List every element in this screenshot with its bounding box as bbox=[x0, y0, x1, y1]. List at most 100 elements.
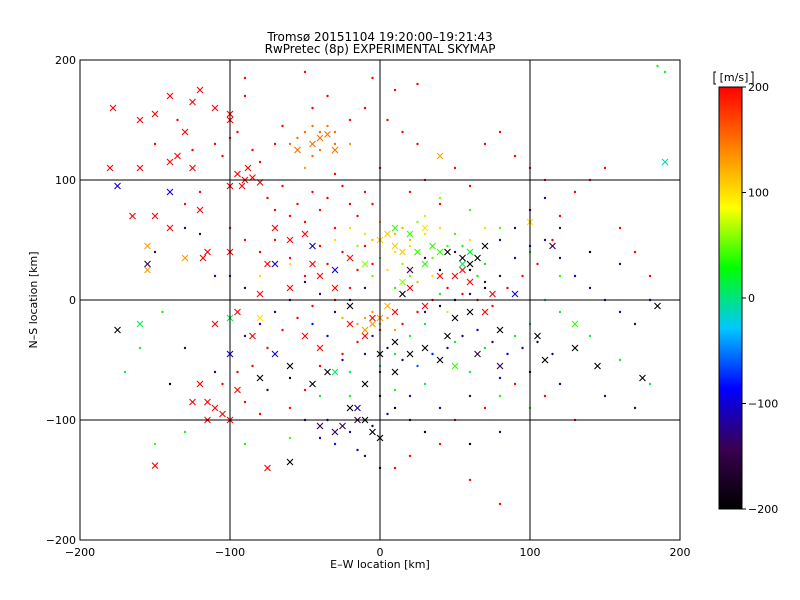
data-point-dot bbox=[371, 424, 374, 428]
data-point-dot bbox=[243, 238, 247, 242]
data-point-x-marker bbox=[369, 428, 376, 436]
data-point-x-marker bbox=[166, 158, 174, 166]
grid-lines bbox=[80, 60, 680, 540]
data-point-dot bbox=[153, 142, 157, 146]
data-point-x-marker bbox=[331, 266, 339, 274]
colorbar-ticks: 200 100 0 −100 −200 bbox=[742, 81, 778, 516]
data-point-x-marker bbox=[316, 134, 324, 142]
data-point-dot bbox=[363, 244, 367, 248]
data-point-dot bbox=[551, 352, 554, 356]
data-point-dot bbox=[468, 250, 472, 254]
data-point-dot bbox=[393, 250, 397, 254]
x-axis-label: E–W location [km] bbox=[330, 558, 430, 571]
data-point-dot bbox=[333, 172, 337, 176]
y-axis-ticks: −200 −100 0 100 200 bbox=[46, 54, 76, 547]
data-point-dot bbox=[348, 370, 352, 374]
data-point-x-marker bbox=[211, 320, 219, 328]
data-point-dot bbox=[483, 406, 487, 410]
data-point-dot bbox=[318, 130, 322, 134]
data-point-dot bbox=[311, 106, 314, 110]
data-point-dot bbox=[468, 370, 472, 374]
data-point-x-marker bbox=[264, 464, 271, 472]
data-point-x-marker bbox=[151, 110, 159, 118]
data-point-dot bbox=[423, 310, 427, 314]
data-point-dot bbox=[431, 256, 434, 260]
x-tick-label: 100 bbox=[520, 546, 541, 559]
data-point-dot bbox=[348, 286, 352, 290]
y-tick-label: −200 bbox=[46, 534, 76, 547]
y-tick-label: 0 bbox=[69, 294, 76, 307]
colorbar-tick-label: 100 bbox=[748, 187, 769, 200]
data-point-dot bbox=[453, 340, 457, 344]
data-point-dot bbox=[326, 124, 329, 128]
data-point-dot bbox=[618, 262, 622, 266]
data-point-dot bbox=[603, 394, 607, 398]
data-point-dot bbox=[498, 502, 502, 506]
data-point-x-marker bbox=[166, 92, 174, 100]
data-point-dot bbox=[438, 196, 442, 200]
chart-subtitle: RwPretec (8p) EXPERIMENTAL SKYMAP bbox=[265, 42, 496, 56]
data-point-x-marker bbox=[436, 152, 444, 160]
data-point-dot bbox=[371, 310, 374, 314]
colorbar-gradient bbox=[719, 87, 742, 509]
data-point-dot bbox=[573, 190, 577, 194]
data-point-dot bbox=[393, 88, 397, 92]
data-point-dot bbox=[438, 292, 442, 296]
data-point-dot bbox=[468, 208, 472, 212]
data-point-dot bbox=[453, 250, 457, 254]
data-point-dot bbox=[288, 406, 292, 410]
data-point-dot bbox=[648, 274, 652, 278]
data-point-x-marker bbox=[346, 254, 354, 262]
data-point-dot bbox=[333, 442, 337, 446]
data-point-x-marker bbox=[481, 242, 489, 250]
x-tick-label: −200 bbox=[65, 546, 95, 559]
data-point-dot bbox=[438, 268, 442, 272]
data-point-dot bbox=[491, 304, 494, 308]
data-point-dot bbox=[543, 394, 547, 398]
data-point-dot bbox=[438, 406, 442, 410]
data-point-dot bbox=[558, 310, 562, 314]
data-point-dot bbox=[288, 436, 292, 440]
data-point-x-marker bbox=[286, 362, 294, 370]
data-point-dot bbox=[468, 238, 472, 242]
data-point-x-marker bbox=[234, 170, 241, 178]
data-point-dot bbox=[273, 142, 277, 146]
data-point-dot bbox=[213, 142, 217, 146]
data-point-dot bbox=[558, 382, 562, 386]
data-point-dot bbox=[318, 244, 322, 248]
data-point-x-marker bbox=[136, 116, 144, 124]
data-point-dot bbox=[326, 262, 329, 266]
data-point-dot bbox=[498, 430, 502, 434]
data-point-dot bbox=[423, 322, 427, 326]
data-point-x-marker bbox=[474, 350, 481, 358]
data-point-dot bbox=[476, 328, 479, 332]
data-point-dot bbox=[281, 328, 284, 332]
data-point-dot bbox=[251, 364, 254, 368]
data-point-x-marker bbox=[436, 248, 444, 256]
data-point-x-marker bbox=[199, 254, 207, 262]
data-point-dot bbox=[408, 394, 412, 398]
data-point-dot bbox=[468, 268, 472, 272]
data-point-dot bbox=[393, 232, 397, 236]
data-point-x-marker bbox=[399, 248, 406, 256]
data-point-dot bbox=[236, 130, 239, 134]
data-point-x-marker bbox=[654, 302, 661, 310]
plot-frame bbox=[79, 59, 681, 541]
data-point-x-marker bbox=[331, 284, 339, 292]
data-point-dot bbox=[408, 244, 412, 248]
data-point-x-marker bbox=[511, 290, 519, 298]
data-point-x-marker bbox=[466, 308, 474, 316]
data-point-dot bbox=[513, 382, 517, 386]
data-point-dot bbox=[356, 322, 359, 326]
data-point-dot bbox=[348, 226, 352, 230]
data-point-dot bbox=[401, 358, 404, 362]
data-point-x-marker bbox=[204, 248, 211, 256]
data-point-x-marker bbox=[301, 332, 309, 340]
data-point-dot bbox=[423, 214, 427, 218]
data-point-x-marker bbox=[256, 374, 264, 382]
data-point-dot bbox=[303, 274, 307, 278]
data-point-dot bbox=[416, 220, 419, 224]
data-point-x-marker bbox=[271, 260, 279, 268]
data-point-dot bbox=[618, 310, 622, 314]
